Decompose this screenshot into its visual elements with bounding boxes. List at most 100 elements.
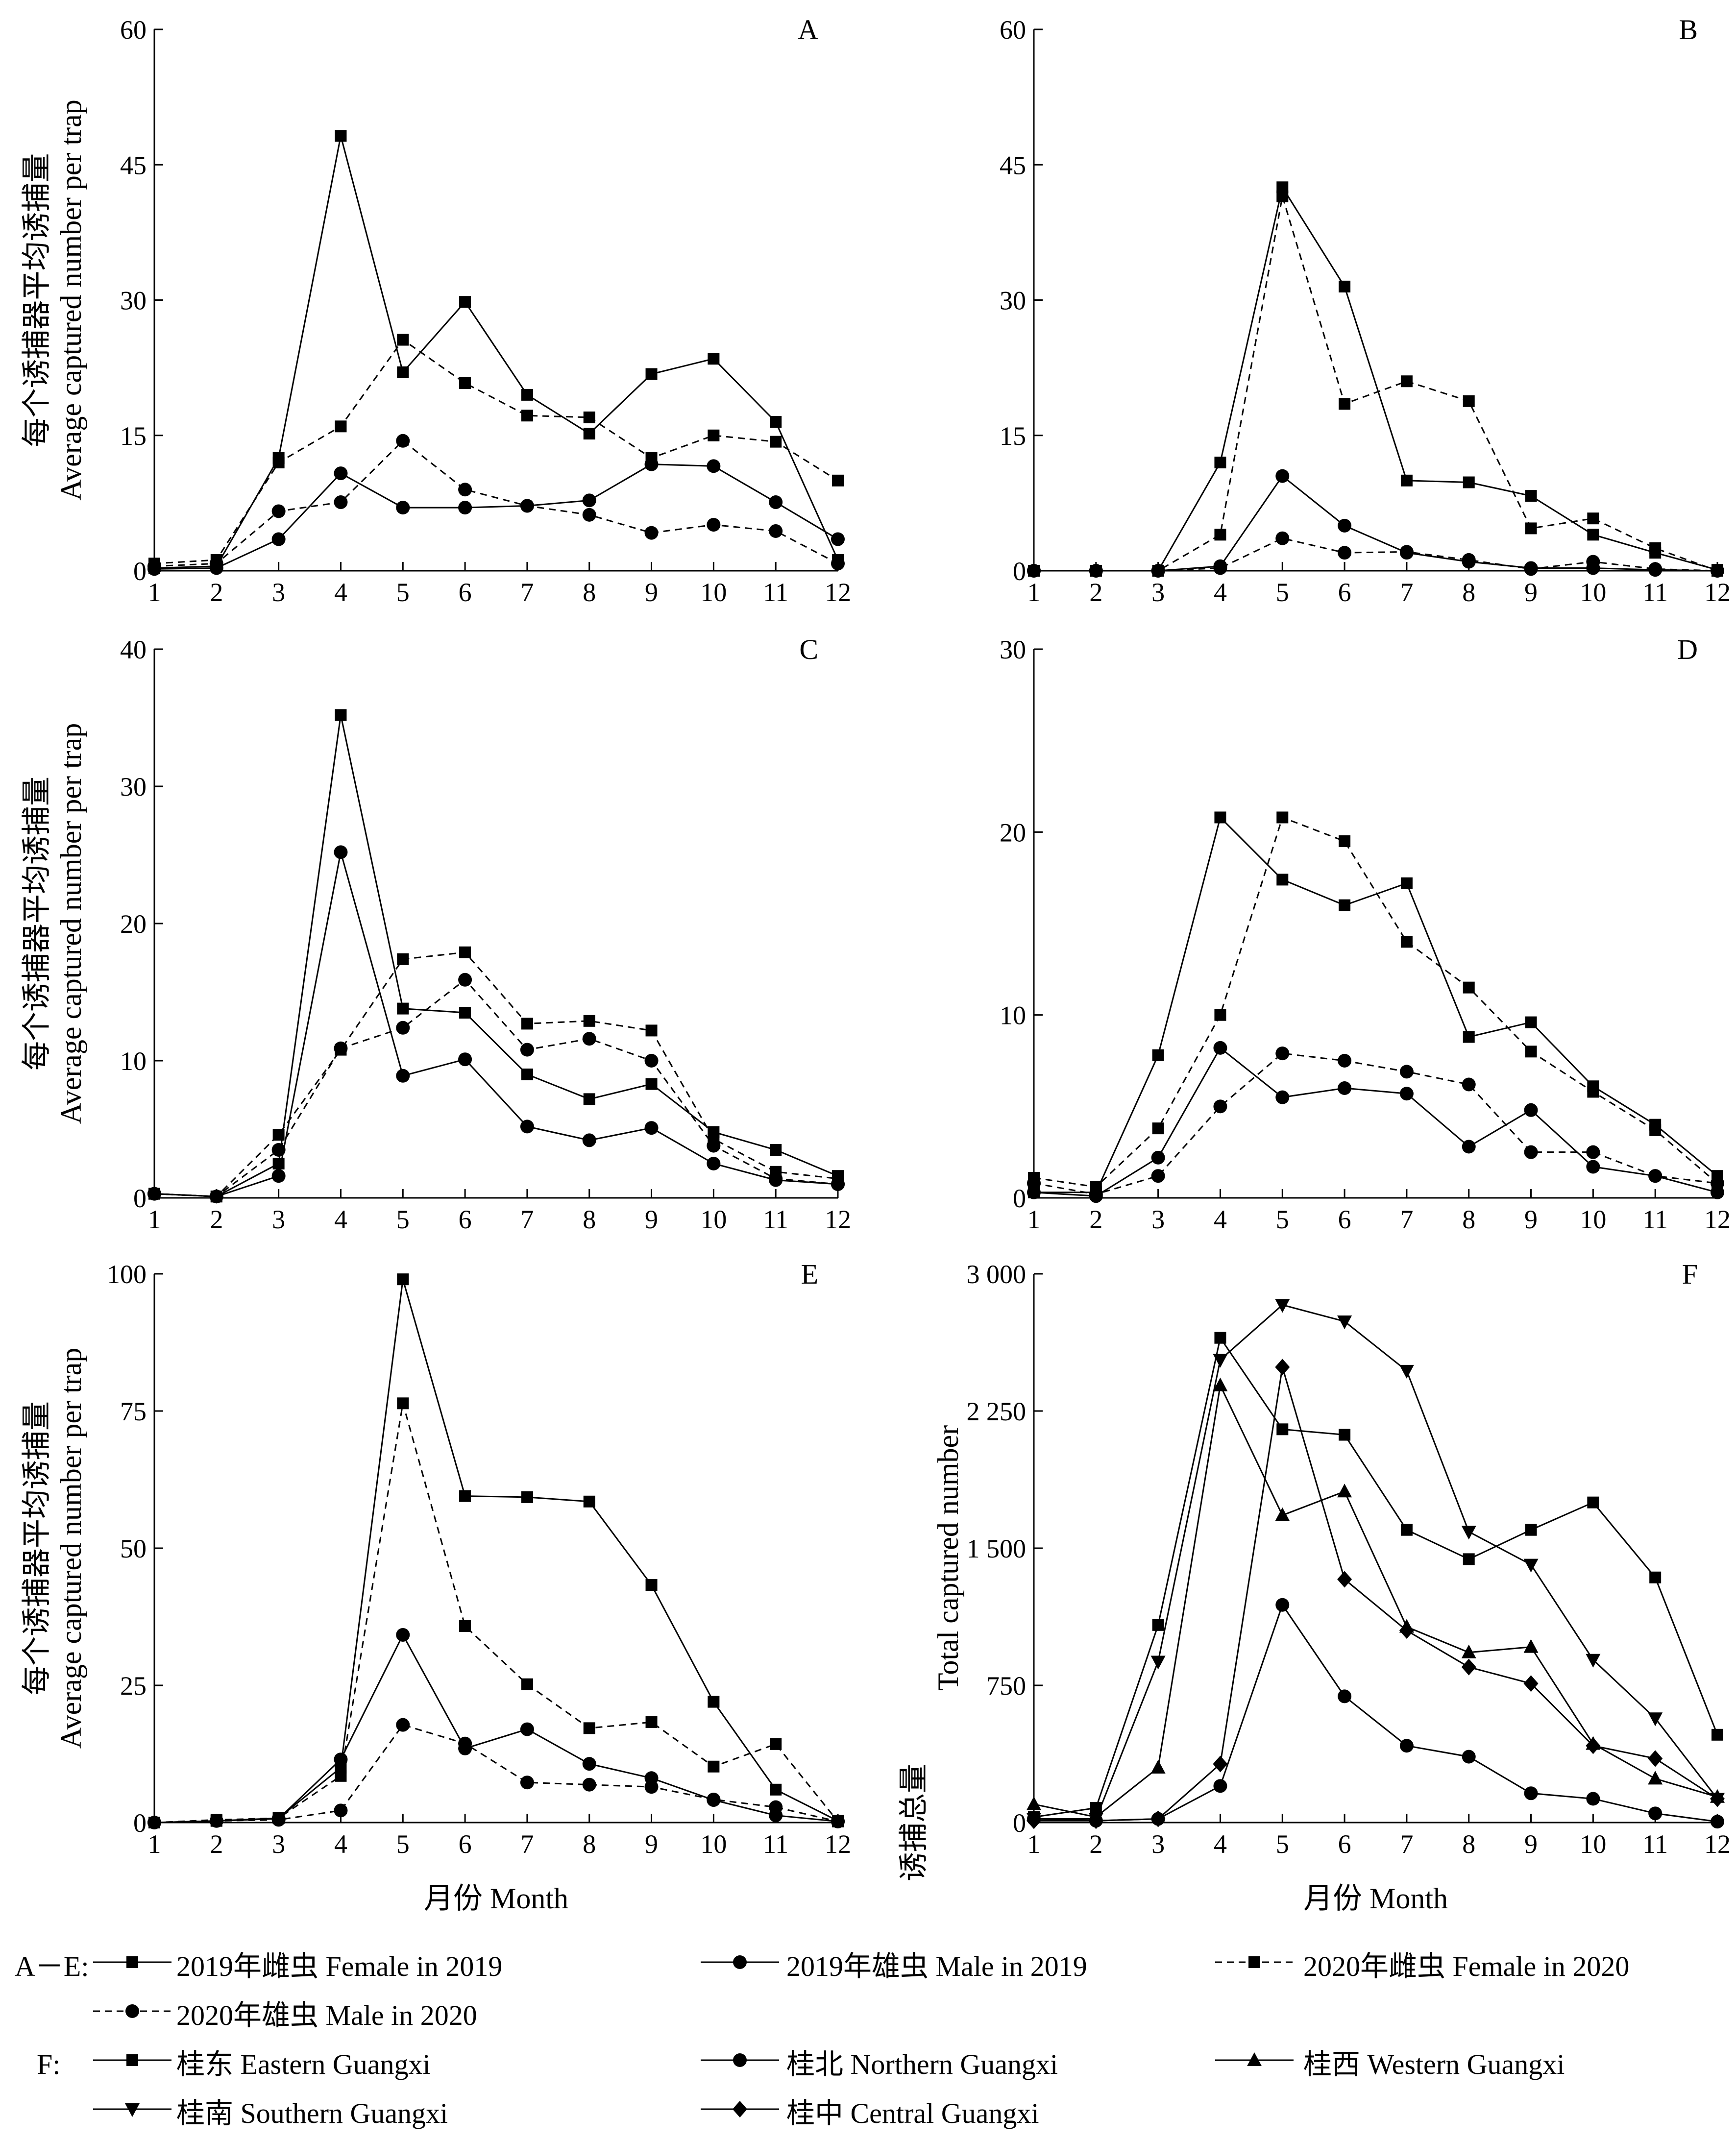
y-tick-label: 40 xyxy=(120,635,147,664)
data-point xyxy=(1400,936,1413,948)
data-point xyxy=(831,1814,845,1828)
data-point xyxy=(583,411,595,423)
x-tick-label: 8 xyxy=(1462,1829,1475,1859)
data-point xyxy=(1214,811,1226,824)
x-tick-label: 9 xyxy=(1524,578,1538,607)
data-point xyxy=(1523,1639,1539,1653)
y-tick-label: 0 xyxy=(133,1184,147,1213)
series-line xyxy=(1033,1603,1718,1823)
data-point xyxy=(1214,457,1226,468)
data-point xyxy=(1214,529,1226,541)
data-point xyxy=(582,493,596,508)
data-point xyxy=(1461,1658,1476,1676)
x-tick-label: 9 xyxy=(1524,1205,1538,1234)
x-axis-label: 月份 Month xyxy=(424,1882,568,1915)
data-point xyxy=(334,1803,348,1818)
data-point xyxy=(1523,1558,1539,1573)
x-tick-label: 11 xyxy=(763,1829,788,1859)
y-tick-label: 20 xyxy=(1000,818,1026,847)
data-point xyxy=(521,1491,533,1503)
data-point xyxy=(335,1770,347,1782)
data-point xyxy=(396,1718,410,1732)
data-point xyxy=(1275,1299,1290,1313)
y-axis-label-cn: 每个诱捕器平均诱捕量 xyxy=(21,1401,53,1695)
data-point xyxy=(707,1139,721,1153)
panel-label-f: F xyxy=(1682,1258,1698,1290)
data-point xyxy=(1525,1046,1537,1058)
data-point xyxy=(458,483,472,497)
data-point xyxy=(582,1757,596,1771)
data-point xyxy=(1338,1689,1352,1703)
series-2019-female-in-2019 xyxy=(1028,811,1723,1198)
data-point xyxy=(1338,1081,1352,1095)
data-point xyxy=(707,1157,721,1170)
data-point xyxy=(1338,518,1352,533)
series-2020-male-in-2020 xyxy=(147,973,845,1204)
data-point xyxy=(458,973,472,987)
x-tick-label: 10 xyxy=(1580,578,1606,607)
data-point xyxy=(521,1018,533,1030)
data-point xyxy=(1586,1792,1600,1806)
panel-label-a: A xyxy=(798,14,818,46)
data-point xyxy=(1275,1359,1290,1376)
y-tick-label: 2 250 xyxy=(967,1397,1027,1426)
x-tick-label: 3 xyxy=(1151,1205,1165,1234)
data-point xyxy=(1711,1815,1724,1829)
data-point xyxy=(334,1041,348,1055)
data-point xyxy=(707,518,721,532)
data-point xyxy=(459,1620,471,1632)
data-point xyxy=(1027,1176,1041,1191)
data-point xyxy=(1027,1796,1041,1810)
y-axis-label-cn: 诱捕总量 xyxy=(898,1764,930,1881)
series-2020-male-in-2020 xyxy=(1027,531,1724,578)
x-tick-label: 2 xyxy=(1089,1829,1102,1859)
x-tick-label: 7 xyxy=(1400,1205,1413,1234)
series-2020-female-in-2020 xyxy=(1028,811,1723,1193)
legend-marker xyxy=(733,1955,747,1969)
data-point xyxy=(1152,1619,1164,1631)
data-point xyxy=(1339,398,1351,410)
x-tick-label: 10 xyxy=(700,578,727,607)
data-point xyxy=(1027,564,1041,578)
y-tick-label: 30 xyxy=(1000,635,1026,664)
data-point xyxy=(1587,1496,1599,1508)
y-axis-label-en: Average captured number per trap xyxy=(55,99,87,500)
data-point xyxy=(272,1158,285,1169)
data-point xyxy=(1462,553,1476,567)
series-2019-male-in-2019 xyxy=(147,1628,845,1829)
data-point xyxy=(1150,1655,1166,1670)
series-line xyxy=(154,1724,838,1824)
data-point xyxy=(1338,546,1352,560)
data-point xyxy=(520,1776,534,1790)
data-point xyxy=(1525,490,1537,502)
series-line xyxy=(154,1633,838,1824)
data-point xyxy=(458,501,472,515)
data-point xyxy=(583,1722,595,1734)
x-tick-label: 5 xyxy=(396,1205,410,1234)
data-point xyxy=(583,1093,595,1105)
data-point xyxy=(1462,1077,1476,1092)
panel-label-e: E xyxy=(801,1258,818,1290)
legend-marker xyxy=(733,2101,747,2117)
x-tick-label: 8 xyxy=(583,1205,596,1234)
data-point xyxy=(1399,1065,1414,1079)
data-point xyxy=(583,428,595,440)
data-point xyxy=(209,1190,223,1204)
data-point xyxy=(520,1119,534,1134)
y-axis-label-en: Average captured number per trap xyxy=(55,1348,87,1749)
data-point xyxy=(831,1177,845,1191)
legend-marker xyxy=(126,2054,138,2066)
data-point xyxy=(1710,1790,1725,1807)
panel-label-b: B xyxy=(1679,14,1698,46)
data-point xyxy=(272,1129,285,1141)
data-point xyxy=(708,1696,720,1708)
data-point xyxy=(1587,512,1599,525)
x-tick-label: 7 xyxy=(520,578,534,607)
data-point xyxy=(583,1495,595,1508)
data-point xyxy=(1276,1423,1289,1435)
legend-marker xyxy=(733,2053,747,2067)
data-point xyxy=(1152,1049,1164,1061)
x-tick-label: 9 xyxy=(645,578,658,607)
